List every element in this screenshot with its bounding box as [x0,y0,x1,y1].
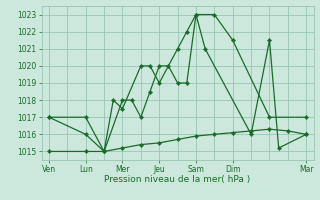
X-axis label: Pression niveau de la mer( hPa ): Pression niveau de la mer( hPa ) [104,175,251,184]
